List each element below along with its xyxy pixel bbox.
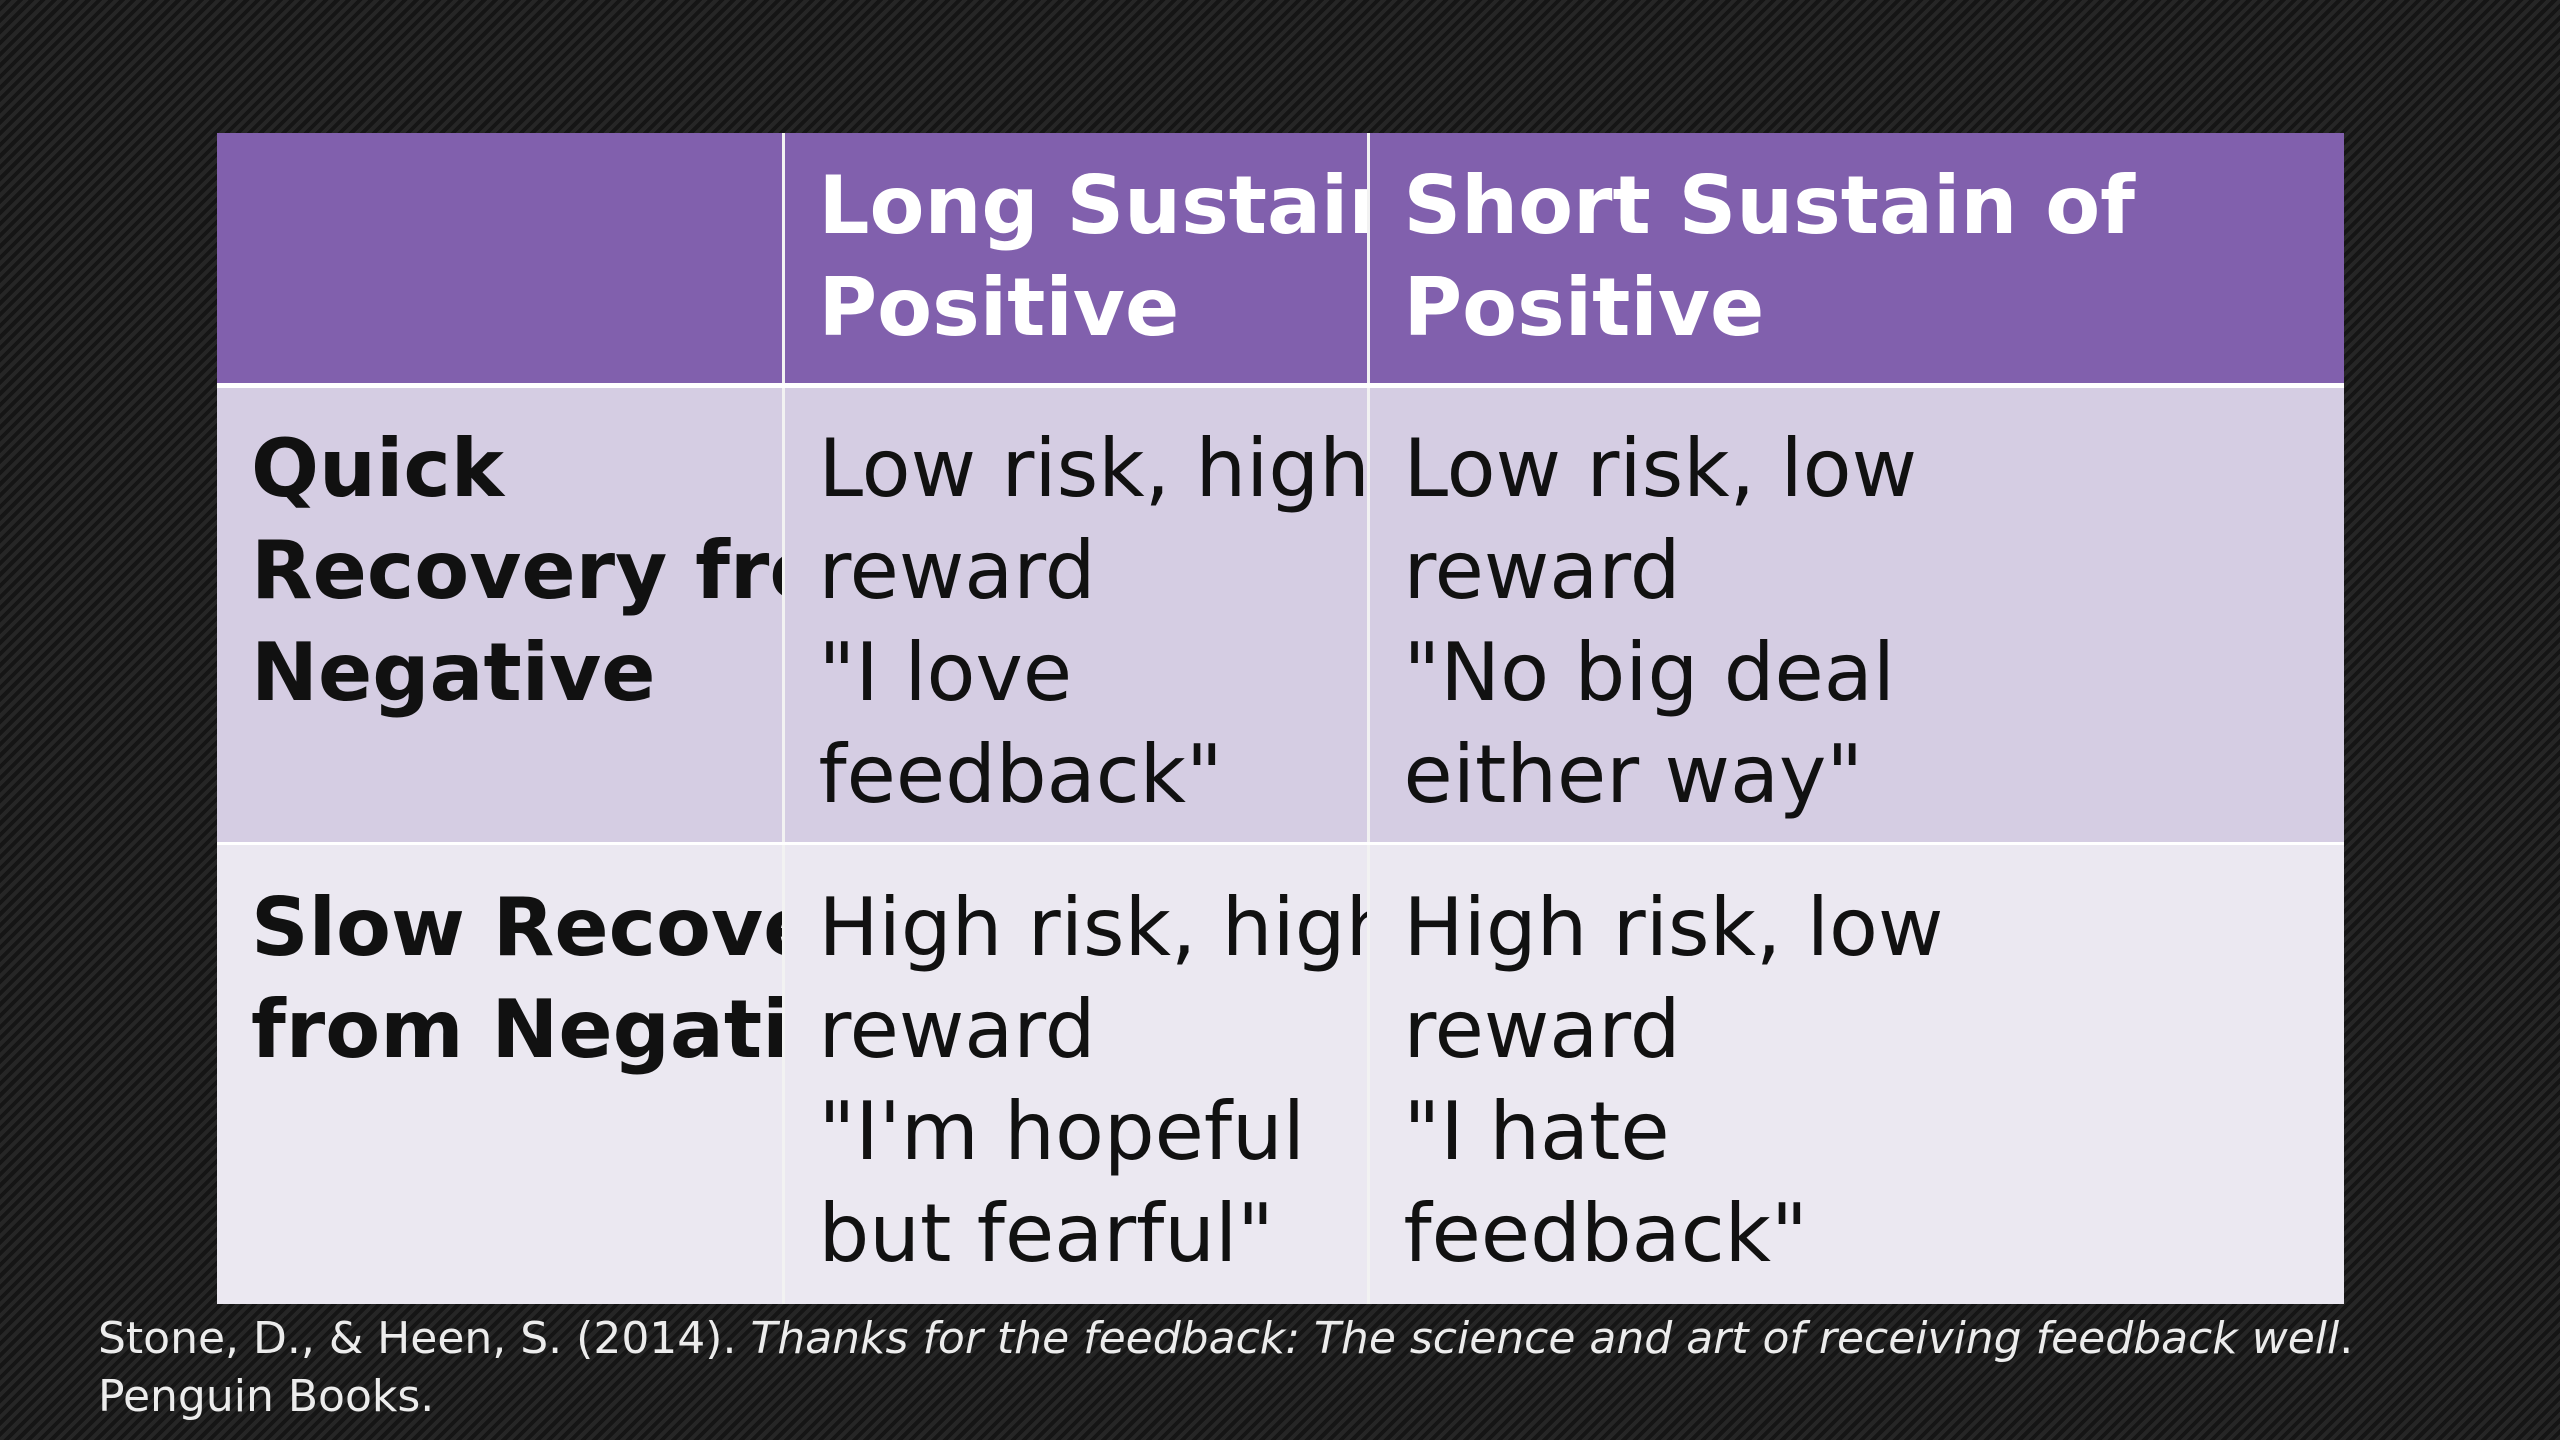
- row-label-slow-recovery: Slow Recovery from Negative: [217, 843, 783, 1304]
- header-row: Long Sustain of Positive Short Sustain o…: [217, 133, 2344, 388]
- header-short-sustain: Short Sustain of Positive: [1366, 133, 2344, 388]
- cell-slow-short: High risk, low reward "I hate feedback": [1366, 843, 2344, 1304]
- citation-publisher: . Penguin Books.: [98, 1313, 2354, 1422]
- row-label-quick-recovery: Quick Recovery from Negative: [217, 385, 783, 845]
- cell-quick-short: Low risk, low reward "No big deal either…: [1366, 385, 2344, 845]
- cell-quick-long: Low risk, high reward "I love feedback": [781, 385, 1368, 845]
- citation-title: Thanks for the feedback: The science and…: [750, 1313, 2340, 1364]
- cell-slow-long: High risk, high reward "I'm hopeful but …: [781, 843, 1368, 1304]
- citation-authors: Stone, D., & Heen, S. (2014).: [98, 1313, 751, 1364]
- feedback-matrix-table: Long Sustain of Positive Short Sustain o…: [217, 133, 2344, 1304]
- header-long-sustain: Long Sustain of Positive: [781, 133, 1368, 388]
- row-slow-recovery: Slow Recovery from Negative High risk, h…: [217, 843, 2344, 1304]
- row-quick-recovery: Quick Recovery from Negative Low risk, h…: [217, 385, 2344, 845]
- citation: Stone, D., & Heen, S. (2014). Thanks for…: [98, 1310, 2398, 1426]
- header-corner-cell: [217, 133, 783, 388]
